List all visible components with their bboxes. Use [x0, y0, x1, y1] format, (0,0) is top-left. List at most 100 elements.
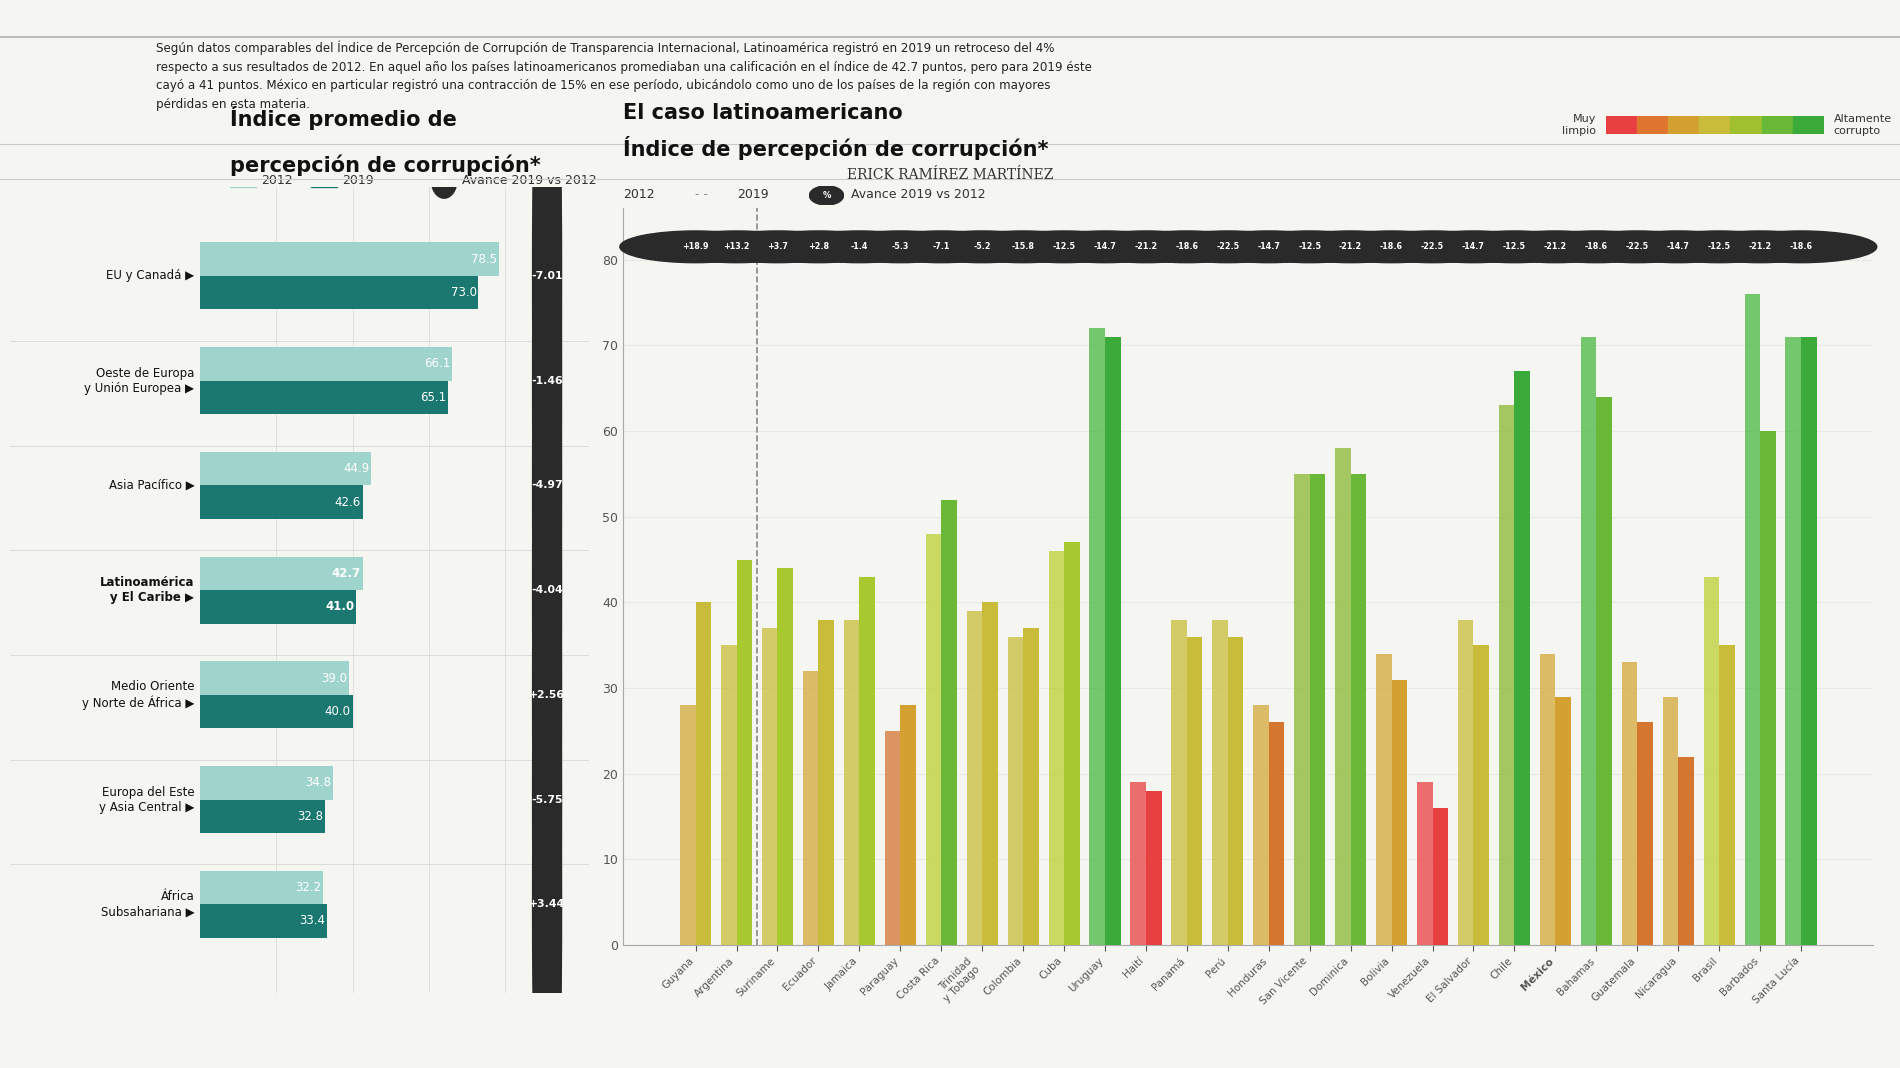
- Bar: [925, 534, 940, 945]
- Text: -14.7: -14.7: [1094, 242, 1117, 251]
- Bar: [200, 766, 332, 800]
- Text: -12.5: -12.5: [1503, 242, 1526, 251]
- Text: 78.5: 78.5: [471, 253, 498, 266]
- Bar: [1089, 328, 1106, 945]
- Bar: [1801, 336, 1816, 945]
- Bar: [1514, 371, 1530, 945]
- Text: 2012: 2012: [260, 174, 293, 187]
- Text: -21.2: -21.2: [1340, 242, 1362, 251]
- Text: 33.4: 33.4: [300, 914, 325, 927]
- Circle shape: [1644, 231, 1796, 263]
- Bar: [200, 276, 479, 310]
- Text: -15.8: -15.8: [1011, 242, 1036, 251]
- Circle shape: [701, 231, 853, 263]
- Text: -12.5: -12.5: [1708, 242, 1731, 251]
- Circle shape: [1683, 231, 1835, 263]
- Text: 2019: 2019: [342, 174, 374, 187]
- Circle shape: [1193, 231, 1345, 263]
- Text: 42.6: 42.6: [334, 496, 361, 508]
- Text: +3.44: +3.44: [528, 899, 564, 909]
- Circle shape: [783, 231, 935, 263]
- Text: Europa del Este
y Asia Central ▶: Europa del Este y Asia Central ▶: [99, 785, 194, 814]
- Bar: [1731, 116, 1761, 134]
- Text: Avance 2019 vs 2012: Avance 2019 vs 2012: [462, 174, 597, 187]
- Bar: [777, 568, 792, 945]
- Text: -18.6: -18.6: [1790, 242, 1813, 251]
- Circle shape: [1112, 231, 1264, 263]
- Bar: [1596, 397, 1611, 945]
- Circle shape: [1233, 231, 1385, 263]
- Text: EU y Canadá ▶: EU y Canadá ▶: [106, 269, 194, 282]
- Text: -18.6: -18.6: [1585, 242, 1607, 251]
- Bar: [200, 380, 448, 414]
- Circle shape: [1357, 231, 1509, 263]
- Text: -21.2: -21.2: [1748, 242, 1771, 251]
- Bar: [200, 695, 353, 728]
- Text: -22.5: -22.5: [1626, 242, 1649, 251]
- Text: 2012: 2012: [623, 188, 656, 201]
- Bar: [200, 905, 327, 938]
- Bar: [200, 485, 363, 519]
- Text: percepción de corrupción*: percepción de corrupción*: [230, 155, 540, 176]
- Bar: [1170, 619, 1188, 945]
- Bar: [844, 619, 859, 945]
- Circle shape: [431, 162, 456, 199]
- Bar: [967, 611, 982, 945]
- Text: 73.0: 73.0: [450, 286, 477, 299]
- Text: 65.1: 65.1: [420, 391, 446, 404]
- Bar: [1049, 551, 1064, 945]
- Circle shape: [1070, 231, 1222, 263]
- Bar: [200, 590, 357, 624]
- Text: Muy
limpio: Muy limpio: [1562, 114, 1596, 136]
- Bar: [804, 671, 819, 945]
- Text: África
Subsahariana ▶: África Subsahariana ▶: [101, 891, 194, 918]
- Bar: [1294, 474, 1309, 945]
- Text: Asia Pacífico ▶: Asia Pacífico ▶: [108, 478, 194, 492]
- Circle shape: [866, 231, 1016, 263]
- Bar: [1794, 116, 1824, 134]
- Bar: [1269, 722, 1284, 945]
- Bar: [1146, 791, 1161, 945]
- Bar: [1636, 116, 1668, 134]
- FancyBboxPatch shape: [230, 172, 256, 187]
- Text: -5.75: -5.75: [532, 795, 562, 804]
- Bar: [1022, 628, 1039, 945]
- Text: 44.9: 44.9: [344, 462, 369, 475]
- Circle shape: [1520, 231, 1672, 263]
- Text: -14.7: -14.7: [1666, 242, 1689, 251]
- Circle shape: [809, 186, 844, 205]
- Text: +3.7: +3.7: [768, 242, 788, 251]
- Circle shape: [1398, 231, 1548, 263]
- Bar: [1499, 406, 1514, 945]
- Circle shape: [532, 297, 562, 1068]
- Circle shape: [1725, 231, 1877, 263]
- Text: -5.2: -5.2: [973, 242, 992, 251]
- Bar: [1391, 679, 1408, 945]
- Circle shape: [532, 0, 562, 674]
- Bar: [1254, 705, 1269, 945]
- Text: -12.5: -12.5: [1053, 242, 1075, 251]
- Circle shape: [743, 231, 895, 263]
- Text: -22.5: -22.5: [1421, 242, 1444, 251]
- Bar: [720, 645, 737, 945]
- Bar: [1744, 294, 1759, 945]
- Bar: [1433, 808, 1448, 945]
- Circle shape: [1602, 231, 1754, 263]
- FancyBboxPatch shape: [312, 172, 336, 187]
- Bar: [1662, 696, 1678, 945]
- Circle shape: [1480, 231, 1630, 263]
- Circle shape: [948, 231, 1098, 263]
- Bar: [200, 452, 370, 485]
- Text: 66.1: 66.1: [424, 358, 450, 371]
- Circle shape: [825, 231, 977, 263]
- Text: -1.46: -1.46: [532, 376, 562, 386]
- Text: 2019: 2019: [737, 188, 770, 201]
- Text: -7.01: -7.01: [532, 271, 562, 281]
- Text: -21.2: -21.2: [1545, 242, 1567, 251]
- Bar: [1064, 543, 1079, 945]
- Text: -1.4: -1.4: [851, 242, 868, 251]
- Text: -5.3: -5.3: [891, 242, 908, 251]
- Text: - -: - -: [695, 188, 709, 201]
- Text: -4.04: -4.04: [532, 585, 562, 595]
- Text: -21.2: -21.2: [1134, 242, 1157, 251]
